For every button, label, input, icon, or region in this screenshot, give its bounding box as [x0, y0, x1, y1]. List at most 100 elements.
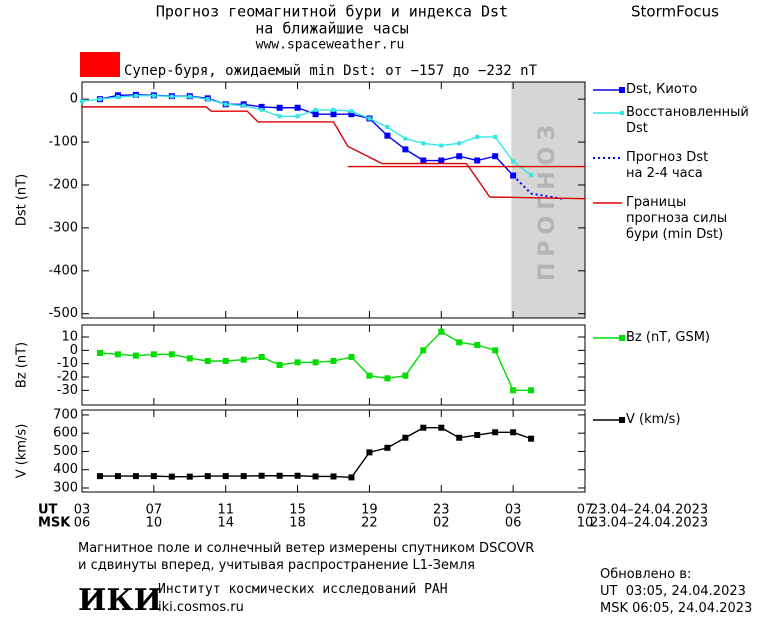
- point: [222, 358, 229, 364]
- point: [457, 141, 462, 146]
- point: [114, 473, 121, 480]
- point: [187, 94, 192, 99]
- point: [330, 111, 337, 118]
- x-tick-label: 19: [361, 503, 378, 518]
- y-tick-label: 700: [53, 407, 78, 422]
- point: [438, 328, 445, 335]
- x-tick-label-msk: 02: [433, 516, 450, 531]
- point: [367, 116, 372, 121]
- forecast-region: [511, 82, 585, 318]
- point: [475, 134, 480, 139]
- point: [528, 387, 535, 394]
- row-label: UT: [38, 503, 58, 518]
- point: [294, 472, 301, 479]
- updated-ut: UT 03:05, 24.04.2023: [600, 584, 746, 599]
- point: [80, 99, 84, 104]
- series-line: [82, 106, 586, 200]
- x-tick-label: 07: [577, 503, 594, 518]
- point: [420, 424, 427, 431]
- updated: Обновлено в:: [600, 567, 692, 582]
- point: [349, 109, 354, 114]
- y-axis-label: Dst (nT): [15, 174, 30, 226]
- point: [456, 434, 463, 441]
- updated-msk: MSK 06:05, 24.04.2023: [600, 601, 753, 616]
- point: [474, 157, 481, 164]
- point: [366, 449, 373, 456]
- x-tick-label-msk: 14: [217, 516, 234, 531]
- point: [168, 473, 175, 480]
- series-line: [81, 95, 532, 176]
- y-tick-label: -500: [48, 306, 78, 321]
- x-tick-label: 23: [433, 503, 450, 518]
- x-tick-label: 15: [289, 503, 306, 518]
- point: [312, 111, 319, 118]
- point: [384, 444, 391, 451]
- point: [151, 93, 156, 98]
- x-tick-label: 03: [74, 503, 91, 518]
- y-tick-label: -100: [48, 135, 78, 150]
- point: [294, 359, 301, 366]
- point: [402, 372, 409, 379]
- y-tick-label: -400: [48, 263, 78, 278]
- point: [474, 432, 481, 439]
- point: [96, 473, 103, 480]
- x-tick-label: 03: [505, 503, 522, 518]
- point: [258, 103, 265, 110]
- brand: StormFocus: [631, 3, 719, 21]
- y-tick-label: 0: [70, 343, 78, 358]
- title: Прогноз геомагнитной бури и индекса Dst: [156, 3, 508, 21]
- point: [384, 375, 391, 382]
- y-tick-label: 600: [53, 426, 78, 441]
- point: [511, 159, 516, 164]
- point: [204, 358, 211, 364]
- point: [385, 125, 390, 130]
- point: [97, 97, 102, 102]
- legend-label: Bz (nT, GSM): [626, 330, 711, 345]
- storm-swatch: [80, 52, 120, 77]
- point: [240, 356, 247, 363]
- point: [438, 157, 445, 164]
- legend-marker: [619, 417, 625, 423]
- plot-frame: [81, 324, 586, 406]
- point: [132, 473, 139, 480]
- y-tick-label: 300: [53, 480, 78, 495]
- subtitle: на ближайшие часы: [255, 20, 409, 38]
- y-tick-label: -20: [57, 370, 78, 385]
- y-tick-label: 0: [70, 92, 78, 107]
- forecast-text: ПРОГНОЗ: [535, 119, 560, 281]
- x-tick-label-msk: 22: [361, 516, 378, 531]
- legend-label: Прогноз Dst на 2-4 часа: [626, 150, 709, 181]
- y-tick-label: 400: [53, 462, 78, 477]
- point: [402, 434, 409, 441]
- legend-marker: [619, 335, 625, 341]
- point: [276, 104, 283, 111]
- date-range: 23.04–24.04.2023: [590, 503, 708, 518]
- series-line: [512, 174, 562, 200]
- point: [529, 173, 534, 178]
- point: [240, 473, 247, 480]
- y-tick-label: -200: [48, 177, 78, 192]
- point: [277, 114, 282, 119]
- y-tick-label: -300: [48, 220, 78, 235]
- point: [492, 153, 499, 160]
- point: [276, 362, 283, 368]
- point: [223, 102, 228, 107]
- x-tick-label: 11: [217, 503, 234, 518]
- point: [421, 141, 426, 146]
- point: [528, 435, 535, 442]
- x-tick-label-msk: 18: [289, 516, 306, 531]
- point: [403, 136, 408, 141]
- point: [115, 95, 120, 100]
- date-range: 23.04–24.04.2023: [590, 516, 708, 531]
- storm-label: Супер-буря, ожидаемый min Dst: от −157 д…: [124, 63, 538, 79]
- point: [492, 429, 499, 436]
- point: [456, 153, 463, 160]
- x-tick-label-msk: 06: [74, 516, 91, 531]
- site: iki.cosmos.ru: [158, 600, 244, 615]
- legend-marker: [620, 111, 624, 115]
- point: [132, 352, 139, 359]
- y-tick-label: -10: [57, 356, 78, 371]
- point: [331, 107, 336, 112]
- point: [439, 143, 444, 148]
- x-tick-label: 07: [146, 503, 163, 518]
